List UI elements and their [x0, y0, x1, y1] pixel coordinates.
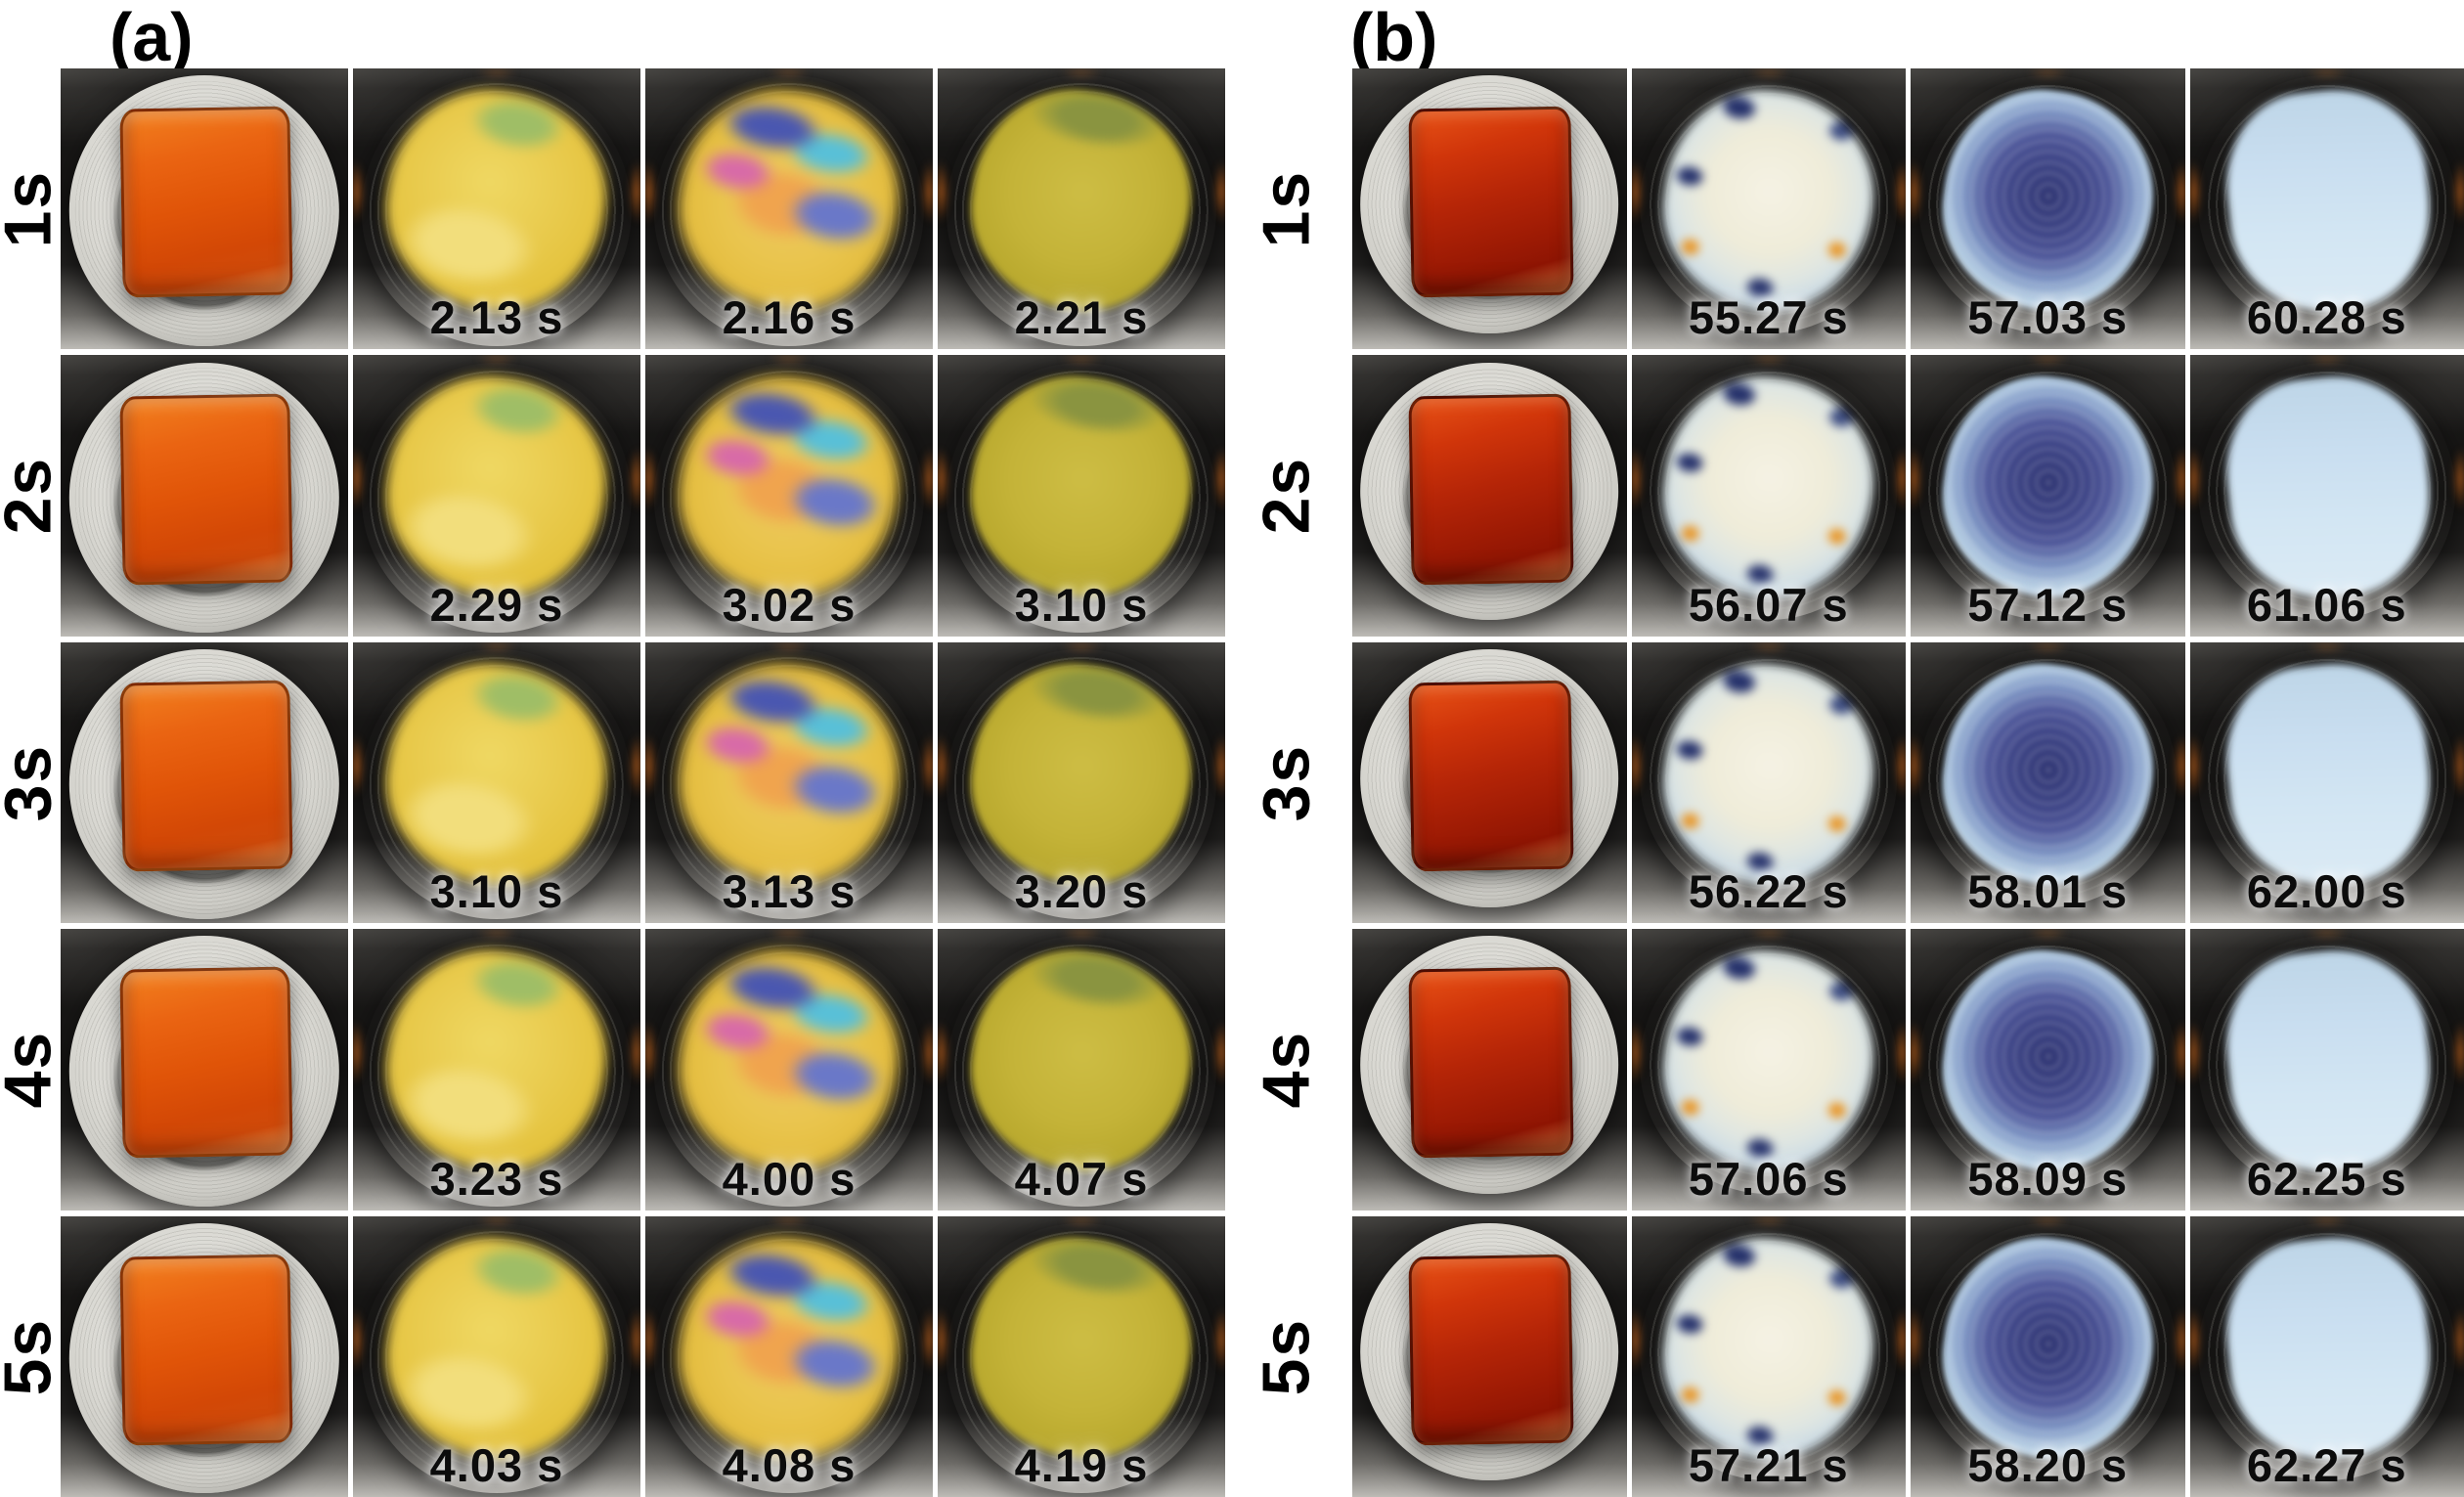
timestamp-label: 4.00 s	[722, 1152, 857, 1205]
photo-b-row1-frame3: 57.03 s	[1911, 68, 2185, 350]
timestamp-label: 62.00 s	[2246, 865, 2407, 918]
photo-a-row4-frame1	[61, 929, 348, 1211]
timestamp-label: 56.07 s	[1688, 578, 1849, 631]
row-label-b-2: 2s	[1249, 457, 1324, 535]
photo-a-row5-frame4: 4.19 s	[938, 1215, 1225, 1497]
photo-a-row5-frame3: 4.08 s	[645, 1215, 933, 1497]
timestamp-label: 57.21 s	[1688, 1438, 1849, 1491]
photo-a-row5-frame2: 4.03 s	[353, 1215, 640, 1497]
photo-b-row1-frame1	[1352, 68, 1627, 350]
timestamp-label: 2.21 s	[1014, 291, 1149, 344]
row-label-b-4: 4s	[1249, 1031, 1324, 1109]
initial-square-film	[119, 966, 292, 1159]
photo-b-row2-frame3: 57.12 s	[1911, 355, 2185, 637]
row-label-a-4: 4s	[0, 1031, 66, 1109]
panel-grid: 1s 2.13 s 2.16 s 2.21 s 2s 2.29 s 3.02 s 3.10 s…	[0, 68, 1225, 1497]
photo-a-row4-frame2: 3.23 s	[353, 929, 640, 1211]
panel-b: (b) 1s 55.27 s 57.03 s 60.28 s 2s 56.07 s 57.1…	[1225, 0, 2464, 1497]
initial-square-film	[119, 680, 292, 872]
timestamp-label: 57.03 s	[1967, 291, 2129, 344]
photo-a-row2-frame3: 3.02 s	[645, 355, 933, 637]
photo-a-row4-frame4: 4.07 s	[938, 929, 1225, 1211]
timestamp-label: 60.28 s	[2246, 291, 2407, 344]
timestamp-label: 55.27 s	[1688, 291, 1849, 344]
photo-a-row1-frame2: 2.13 s	[353, 68, 640, 350]
photo-b-row3-frame1	[1352, 641, 1627, 924]
timestamp-label: 2.13 s	[429, 291, 564, 344]
photo-b-row3-frame3: 58.01 s	[1911, 641, 2185, 924]
timestamp-label: 62.27 s	[2246, 1438, 2407, 1491]
timestamp-label: 2.29 s	[429, 578, 564, 631]
photo-a-row1-frame4: 2.21 s	[938, 68, 1225, 350]
timestamp-label: 3.10 s	[1014, 578, 1149, 631]
timestamp-label: 3.20 s	[1014, 865, 1149, 918]
photo-a-row2-frame1	[61, 355, 348, 637]
photo-b-row4-frame2: 57.06 s	[1631, 929, 1906, 1211]
photo-b-row2-frame2: 56.07 s	[1631, 355, 1906, 637]
row-label-a-1: 1s	[0, 169, 66, 248]
timestamp-label: 3.02 s	[722, 578, 857, 631]
timestamp-label: 3.23 s	[429, 1152, 564, 1205]
initial-square-film	[119, 393, 292, 585]
photo-b-row2-frame1	[1352, 355, 1627, 637]
initial-square-film-dark	[1408, 1254, 1574, 1446]
photo-a-row3-frame2: 3.10 s	[353, 641, 640, 924]
initial-square-film	[119, 106, 292, 298]
photo-b-row3-frame4: 62.00 s	[2189, 641, 2464, 924]
initial-square-film-dark	[1408, 106, 1574, 298]
photo-a-row1-frame3: 2.16 s	[645, 68, 933, 350]
timestamp-label: 58.09 s	[1967, 1152, 2129, 1205]
photo-b-row1-frame2: 55.27 s	[1631, 68, 1906, 350]
initial-square-film	[119, 1254, 292, 1446]
row-label-a-3: 3s	[0, 743, 66, 822]
timestamp-label: 57.06 s	[1688, 1152, 1849, 1205]
photo-b-row3-frame2: 56.22 s	[1631, 641, 1906, 924]
photo-a-row2-frame2: 2.29 s	[353, 355, 640, 637]
photo-b-row4-frame4: 62.25 s	[2189, 929, 2464, 1211]
photo-a-row3-frame4: 3.20 s	[938, 641, 1225, 924]
photo-a-row5-frame1	[61, 1215, 348, 1497]
photo-a-row4-frame3: 4.00 s	[645, 929, 933, 1211]
photo-b-row5-frame1	[1352, 1215, 1627, 1497]
photo-b-row2-frame4: 61.06 s	[2189, 355, 2464, 637]
initial-square-film-dark	[1408, 966, 1574, 1159]
timestamp-label: 57.12 s	[1967, 578, 2129, 631]
photo-a-row3-frame1	[61, 641, 348, 924]
initial-square-film-dark	[1408, 680, 1574, 872]
photo-a-row1-frame1	[61, 68, 348, 350]
panel-a: (a) 1s 2.13 s 2.16 s 2.21 s 2s 2.29 s 3.02 s 3.…	[0, 0, 1225, 1497]
row-label-a-2: 2s	[0, 457, 66, 535]
timestamp-label: 2.16 s	[722, 291, 857, 344]
photo-b-row5-frame3: 58.20 s	[1911, 1215, 2185, 1497]
timestamp-label: 58.01 s	[1967, 865, 2129, 918]
row-label-a-5: 5s	[0, 1317, 66, 1396]
photo-a-row2-frame4: 3.10 s	[938, 355, 1225, 637]
photo-b-row1-frame4: 60.28 s	[2189, 68, 2464, 350]
photo-b-row4-frame3: 58.09 s	[1911, 929, 2185, 1211]
photo-a-row3-frame3: 3.13 s	[645, 641, 933, 924]
timestamp-label: 61.06 s	[2246, 578, 2407, 631]
timestamp-label: 56.22 s	[1688, 865, 1849, 918]
timestamp-label: 4.03 s	[429, 1438, 564, 1491]
timestamp-label: 4.08 s	[722, 1438, 857, 1491]
timestamp-label: 3.13 s	[722, 865, 857, 918]
panel-label: (a)	[110, 0, 194, 75]
timestamp-label: 4.19 s	[1014, 1438, 1149, 1491]
timestamp-label: 3.10 s	[429, 865, 564, 918]
panel-grid: 1s 55.27 s 57.03 s 60.28 s 2s 56.07 s 57.12 s 6…	[1225, 68, 2464, 1497]
timestamp-label: 62.25 s	[2246, 1152, 2407, 1205]
row-label-b-5: 5s	[1249, 1317, 1324, 1396]
row-label-b-1: 1s	[1249, 169, 1324, 248]
timestamp-label: 4.07 s	[1014, 1152, 1149, 1205]
panel-label: (b)	[1350, 0, 1438, 75]
photo-b-row4-frame1	[1352, 929, 1627, 1211]
initial-square-film-dark	[1408, 393, 1574, 585]
photo-b-row5-frame4: 62.27 s	[2189, 1215, 2464, 1497]
photo-b-row5-frame2: 57.21 s	[1631, 1215, 1906, 1497]
timestamp-label: 58.20 s	[1967, 1438, 2129, 1491]
row-label-b-3: 3s	[1249, 743, 1324, 822]
